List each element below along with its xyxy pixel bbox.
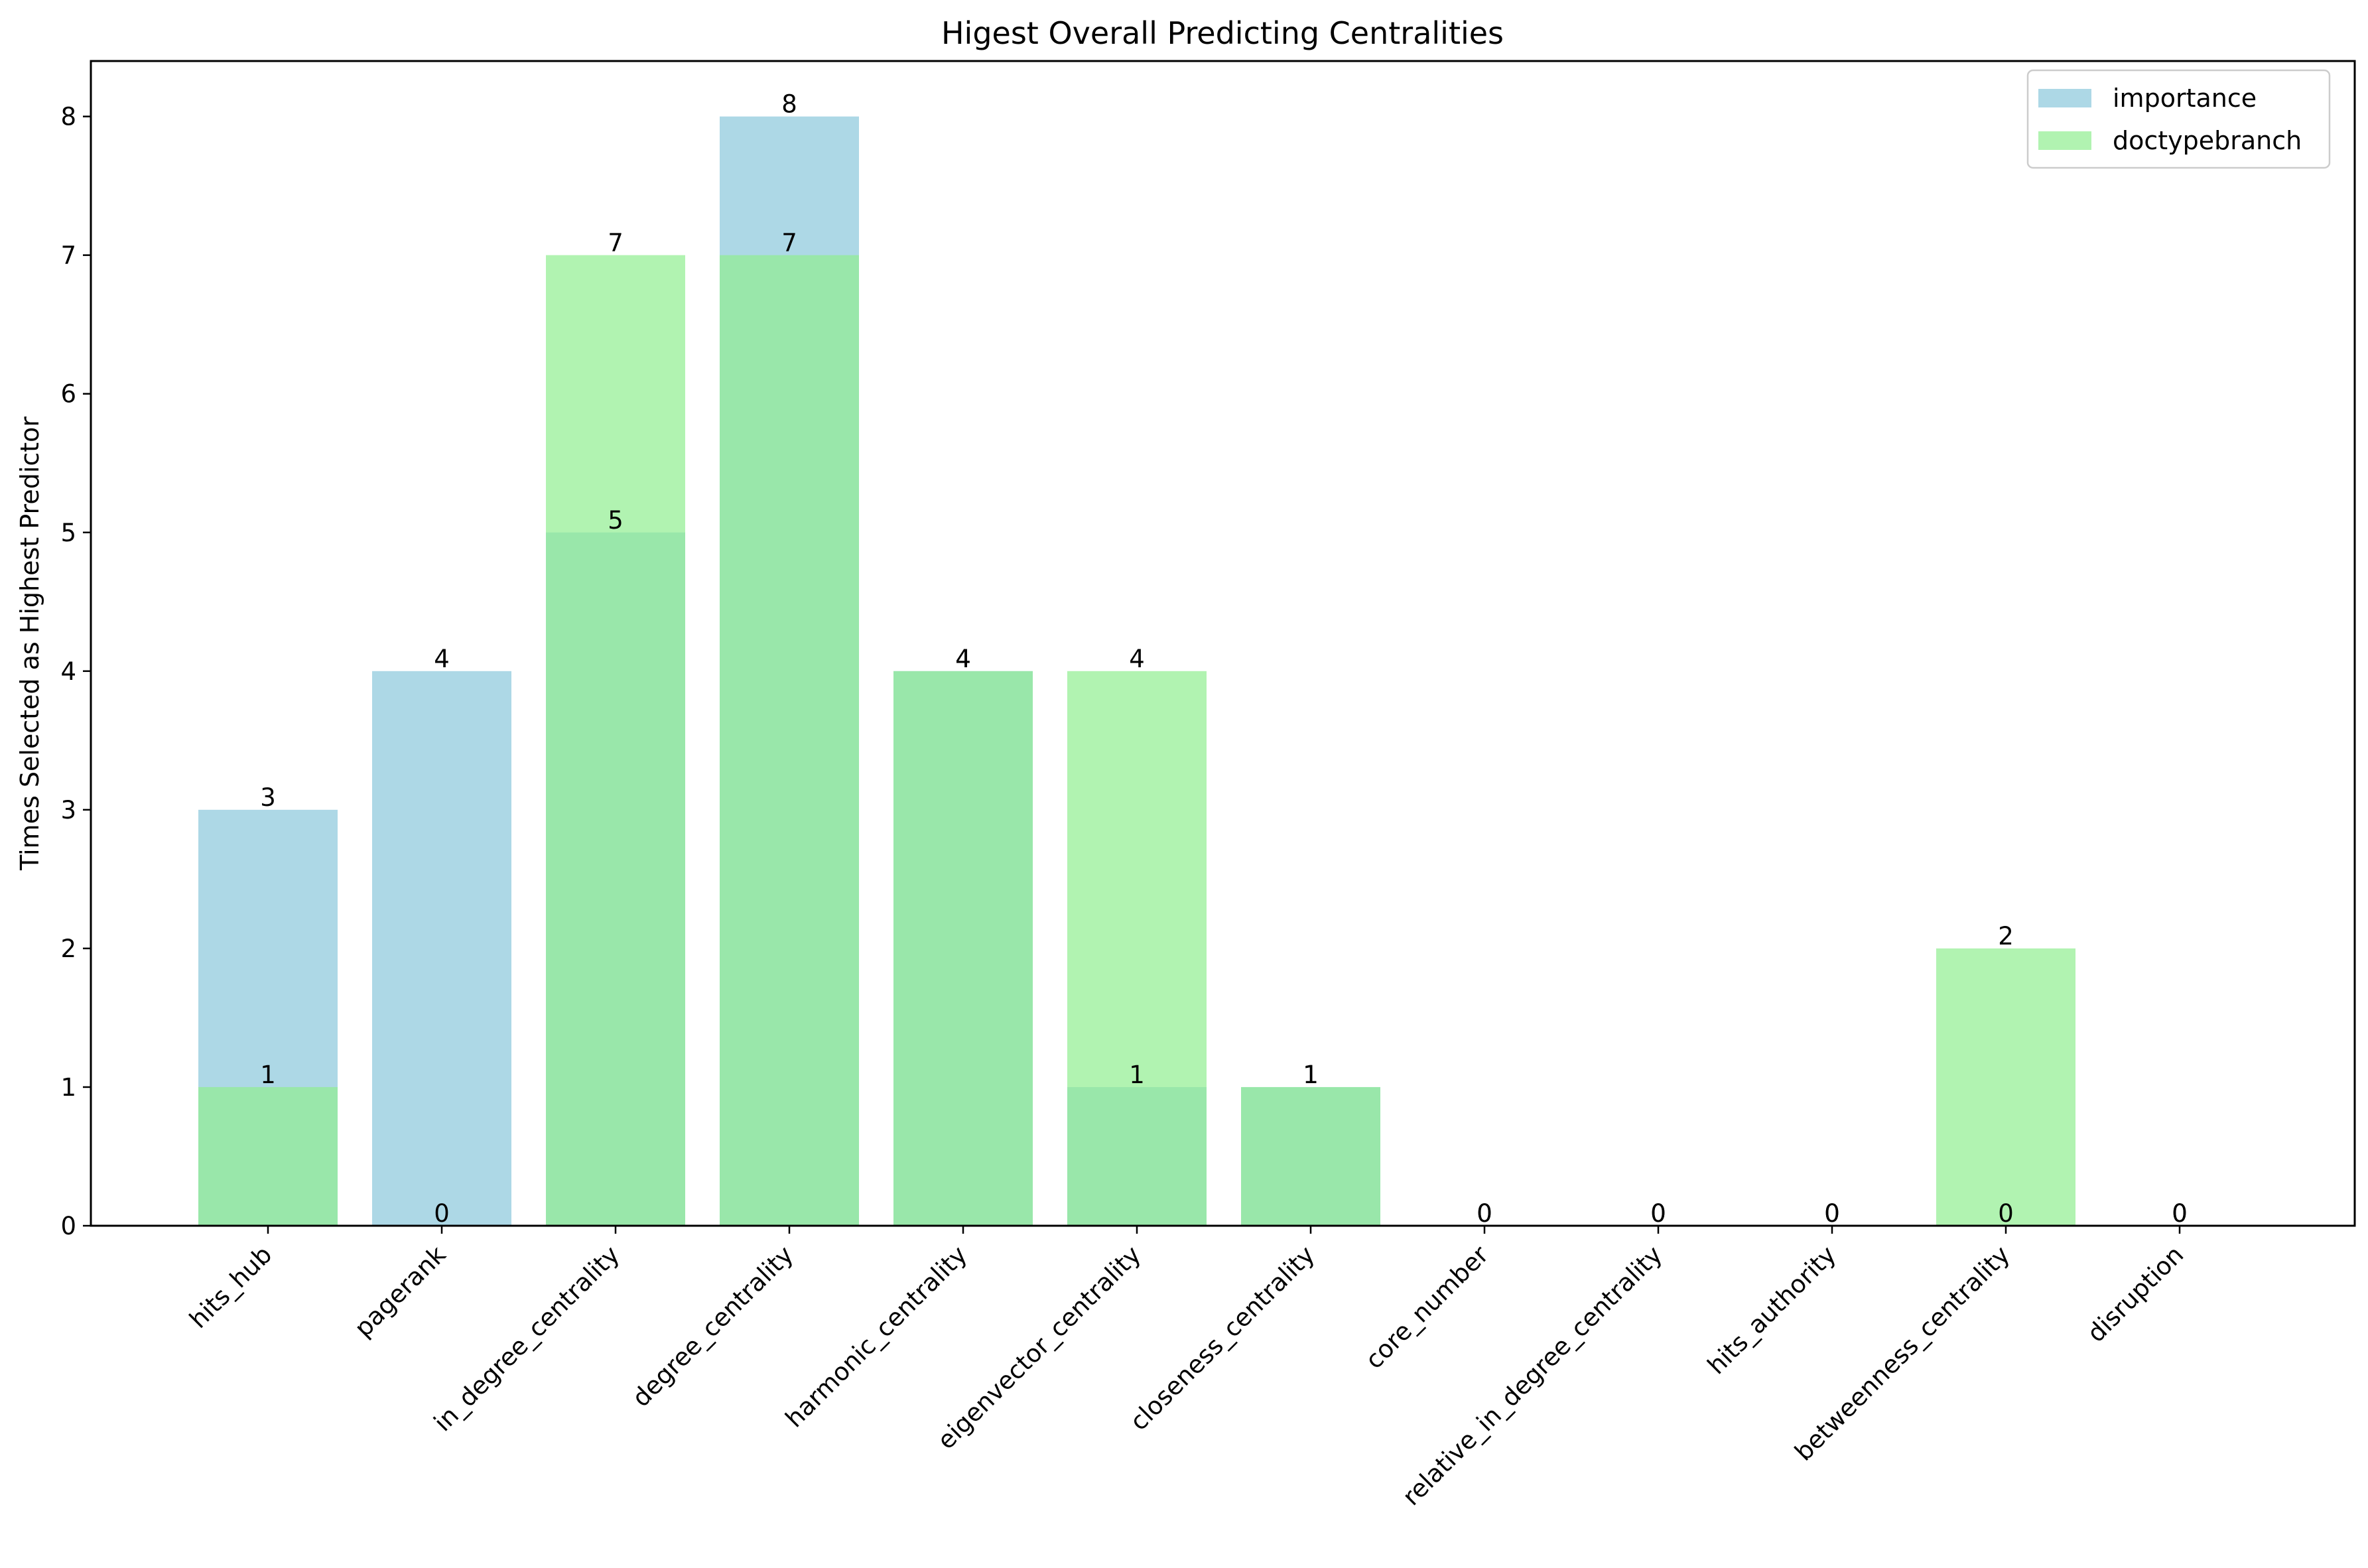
value-label-importance-eigenvector-centrality: 1 bbox=[1129, 1061, 1145, 1089]
value-label-doctypebranch-hits-hub: 1 bbox=[260, 1061, 276, 1089]
bar-doctypebranch-harmonic-centrality bbox=[893, 671, 1033, 1226]
legend-label-importance: importance bbox=[2113, 84, 2257, 113]
value-label-importance-closeness-centrality: 1 bbox=[1303, 1061, 1319, 1089]
y-tick-label: 5 bbox=[60, 519, 76, 547]
y-tick-label: 1 bbox=[60, 1073, 76, 1102]
value-label-doctypebranch-core-number: 0 bbox=[1477, 1199, 1492, 1228]
legend-frame bbox=[2026, 69, 2331, 169]
value-label-importance-harmonic-centrality: 4 bbox=[955, 645, 971, 673]
value-label-importance-hits-authority: 0 bbox=[1824, 1199, 1840, 1228]
value-label-importance-betweenness-centrality: 0 bbox=[1998, 1199, 2014, 1228]
value-label-doctypebranch-pagerank: 0 bbox=[434, 1199, 450, 1228]
value-label-importance-disruption: 0 bbox=[2172, 1199, 2188, 1228]
y-tick-label: 2 bbox=[60, 935, 76, 963]
value-label-doctypebranch-harmonic-centrality: 4 bbox=[955, 645, 971, 673]
bar-importance-pagerank bbox=[372, 671, 511, 1226]
y-axis: 0 1 2 3 4 5 6 7 8 bbox=[60, 103, 91, 1240]
bar-doctypebranch-closeness-centrality bbox=[1241, 1086, 1380, 1226]
value-label-importance-in-degree-centrality: 5 bbox=[608, 506, 624, 535]
value-label-importance-hits-hub: 3 bbox=[260, 783, 276, 812]
value-label-doctypebranch-in-degree-centrality: 7 bbox=[608, 229, 624, 257]
y-tick-label: 3 bbox=[60, 796, 76, 824]
bars-layer bbox=[198, 116, 2075, 1226]
legend-swatch-doctypebranch bbox=[2038, 131, 2091, 150]
chart-title: Higest Overall Predicting Centralities bbox=[941, 15, 1504, 51]
y-tick-label: 8 bbox=[60, 103, 76, 131]
value-label-doctypebranch-closeness-centrality: 1 bbox=[1303, 1061, 1319, 1089]
value-label-doctypebranch-disruption: 0 bbox=[2172, 1199, 2188, 1228]
value-label-importance-degree-centrality: 8 bbox=[781, 90, 797, 119]
value-label-importance-core-number: 0 bbox=[1477, 1199, 1492, 1228]
bar-doctypebranch-hits-hub bbox=[198, 1086, 338, 1226]
y-tick-label: 7 bbox=[60, 241, 76, 270]
bar-doctypebranch-in-degree-centrality bbox=[546, 255, 685, 1226]
y-tick-label: 0 bbox=[60, 1212, 76, 1240]
legend-swatch-importance bbox=[2038, 89, 2091, 107]
legend: importance doctypebranch bbox=[2026, 69, 2331, 169]
value-label-doctypebranch-betweenness-centrality: 2 bbox=[1998, 922, 2014, 950]
bar-doctypebranch-eigenvector-centrality bbox=[1067, 671, 1207, 1226]
y-tick-label: 6 bbox=[60, 380, 76, 409]
value-label-doctypebranch-relative-in-degree-centrality: 0 bbox=[1650, 1199, 1666, 1228]
value-label-doctypebranch-eigenvector-centrality: 4 bbox=[1129, 645, 1145, 673]
bar-doctypebranch-betweenness-centrality bbox=[1936, 948, 2075, 1226]
y-tick-label: 4 bbox=[60, 657, 76, 686]
bar-doctypebranch-degree-centrality bbox=[720, 255, 859, 1226]
value-label-importance-relative-in-degree-centrality: 0 bbox=[1650, 1199, 1666, 1228]
value-label-doctypebranch-hits-authority: 0 bbox=[1824, 1199, 1840, 1228]
plot-frame bbox=[90, 60, 2356, 1227]
value-label-importance-pagerank: 4 bbox=[434, 645, 450, 673]
value-label-doctypebranch-degree-centrality: 7 bbox=[781, 229, 797, 257]
legend-label-doctypebranch: doctypebranch bbox=[2113, 126, 2302, 155]
y-axis-label: Times Selected as Highest Predictor bbox=[15, 417, 44, 871]
